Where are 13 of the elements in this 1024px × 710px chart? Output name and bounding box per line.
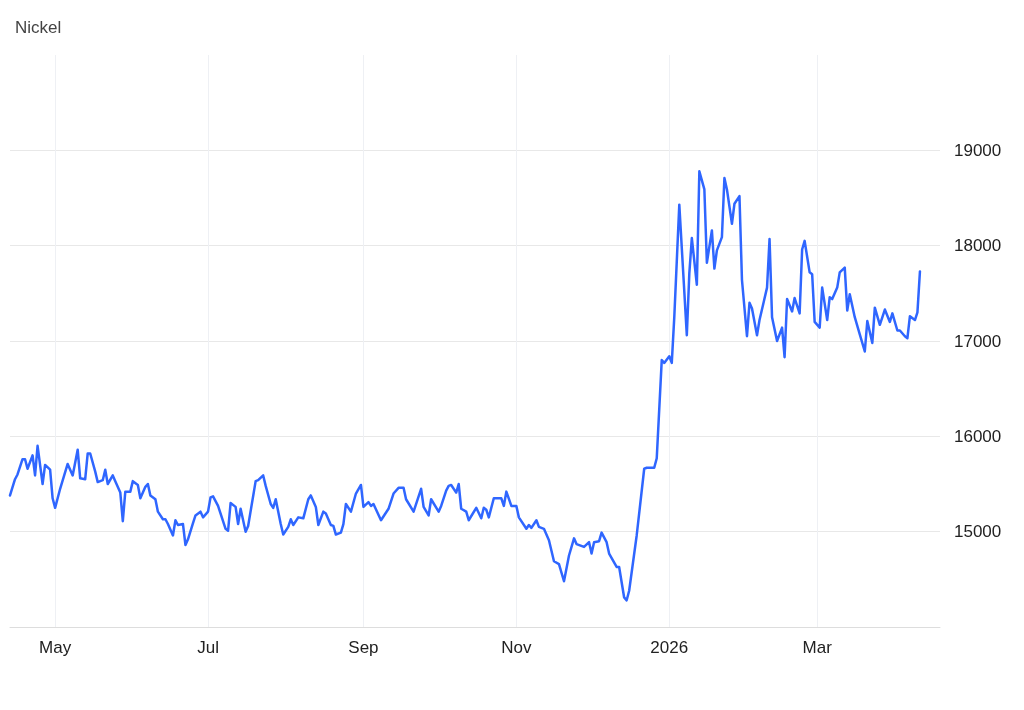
y-tick-label: 19000 bbox=[954, 140, 1002, 160]
x-tick-label: Mar bbox=[802, 638, 833, 657]
x-tick-label: Nov bbox=[501, 638, 532, 657]
y-tick-label: 15000 bbox=[954, 522, 1002, 542]
x-tick-label: May bbox=[39, 638, 72, 657]
chart-title: Nickel bbox=[15, 18, 62, 37]
x-tick-label: Sep bbox=[348, 638, 379, 657]
x-tick-label: Jul bbox=[197, 638, 219, 657]
y-tick-label: 18000 bbox=[954, 236, 1002, 256]
y-tick-label: 16000 bbox=[954, 426, 1002, 446]
line-series bbox=[8, 170, 922, 602]
y-tick-label: 17000 bbox=[954, 331, 1002, 351]
x-tick-label: 2026 bbox=[650, 638, 689, 657]
